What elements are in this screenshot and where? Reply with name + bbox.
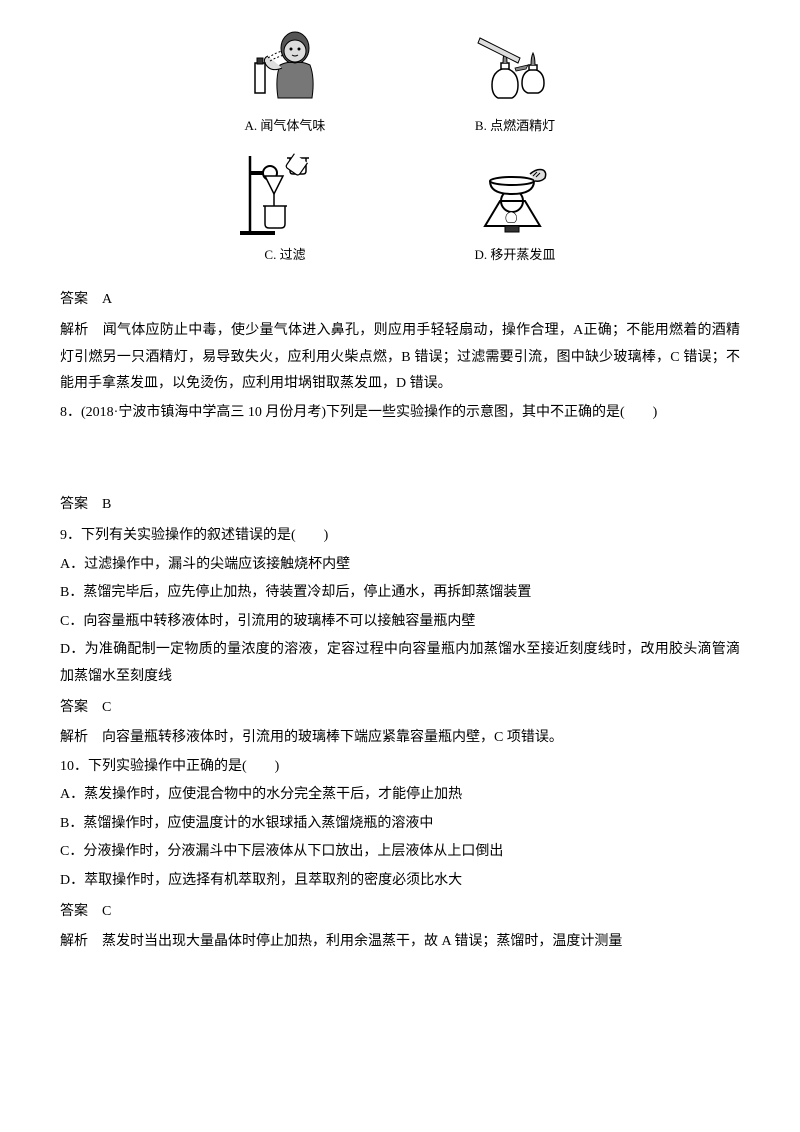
q9-opt-b: B．蒸馏完毕后，应先停止加热，待装置冷却后，停止通水，再拆卸蒸馏装置 (60, 580, 740, 607)
diagram-c-label: C. 过滤 (264, 243, 305, 268)
q9-explain: 解析 向容量瓶转移液体时，引流用的玻璃棒下端应紧靠容量瓶内壁，C 项错误。 (60, 725, 740, 752)
diagram-a-label: A. 闻气体气味 (245, 114, 326, 139)
q9-stem: 9．下列有关实验操作的叙述错误的是( ) (60, 523, 740, 550)
q8-stem: 8．(2018·宁波市镇海中学高三 10 月份月考)下列是一些实验操作的示意图，… (60, 400, 740, 427)
q10-stem: 10．下列实验操作中正确的是( ) (60, 754, 740, 781)
diagram-d-label: D. 移开蒸发皿 (475, 243, 556, 268)
diagram-b-image (465, 20, 565, 110)
diagram-c-image (235, 149, 335, 239)
q7-explain: 解析 闻气体应防止中毒，使少量气体进入鼻孔，则应用手轻轻扇动，操作合理，A正确；… (60, 318, 740, 398)
q9-opt-a: A．过滤操作中，漏斗的尖端应该接触烧杯内壁 (60, 552, 740, 579)
diagram-d-image (465, 149, 565, 239)
q10-explain: 解析 蒸发时当出现大量晶体时停止加热，利用余温蒸干，故 A 错误；蒸馏时，温度计… (60, 929, 740, 956)
diagram-a-image (235, 20, 335, 110)
q9-opt-c: C．向容量瓶中转移液体时，引流用的玻璃棒不可以接触容量瓶内壁 (60, 609, 740, 636)
diagram-d: D. 移开蒸发皿 (420, 149, 610, 268)
q10-opt-b: B．蒸馏操作时，应使温度计的水银球插入蒸馏烧瓶的溶液中 (60, 811, 740, 838)
q10-answer: 答案 C (60, 899, 740, 926)
diagram-a: A. 闻气体气味 (190, 20, 380, 139)
diagram-b: B. 点燃酒精灯 (420, 20, 610, 139)
q9-answer: 答案 C (60, 695, 740, 722)
q9-opt-d: D．为准确配制一定物质的量浓度的溶液，定容过程中向容量瓶内加蒸馏水至接近刻度线时… (60, 637, 740, 690)
q7-answer: 答案 A (60, 287, 740, 314)
q10-opt-d: D．萃取操作时，应选择有机萃取剂，且萃取剂的密度必须比水大 (60, 868, 740, 895)
q10-opt-a: A．蒸发操作时，应使混合物中的水分完全蒸干后，才能停止加热 (60, 782, 740, 809)
diagram-c: C. 过滤 (190, 149, 380, 268)
diagram-grid: A. 闻气体气味 B. 点燃酒精灯 (190, 20, 610, 267)
q10-opt-c: C．分液操作时，分液漏斗中下层液体从下口放出，上层液体从上口倒出 (60, 839, 740, 866)
q8-figure-gap (60, 428, 740, 488)
diagram-b-label: B. 点燃酒精灯 (475, 114, 555, 139)
q8-answer: 答案 B (60, 492, 740, 519)
